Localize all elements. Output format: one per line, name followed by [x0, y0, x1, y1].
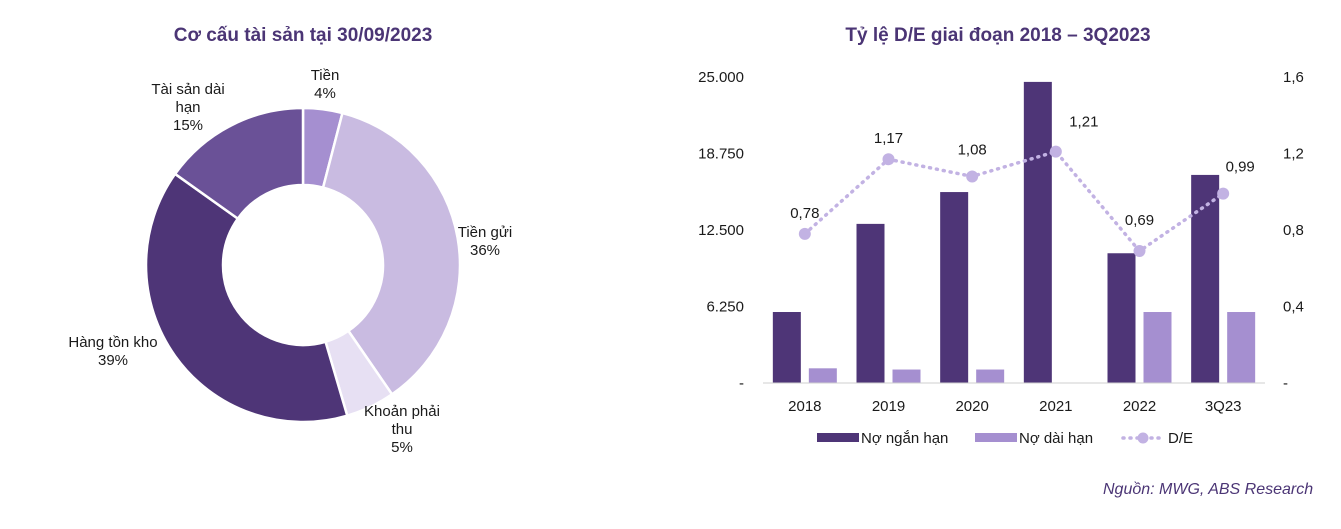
- legend: Nợ ngắn hạn Nợ dài hạn D/E: [817, 430, 1193, 447]
- bar-long-term-debt: [1143, 312, 1172, 383]
- de-data-label: 1,08: [958, 141, 987, 158]
- de-data-label: 0,78: [790, 205, 819, 222]
- donut-slice-label: Hàng tồn kho 39%: [68, 334, 157, 369]
- bar-long-term-debt: [976, 369, 1005, 383]
- y-left-tick-label: 12.500: [698, 222, 744, 239]
- de-point: [1217, 187, 1230, 200]
- legend-swatch-short-term: [817, 433, 859, 442]
- de-point: [798, 227, 811, 240]
- x-tick-label: 2018: [788, 398, 821, 415]
- donut-chart-title: Cơ cấu tài sản tại 30/09/2023: [173, 25, 433, 46]
- y-left-tick-label: 6.250: [706, 299, 744, 316]
- bar-short-term-debt: [1191, 174, 1220, 383]
- x-tick-label: 2020: [955, 398, 988, 415]
- de-data-label: 1,17: [874, 130, 903, 147]
- de-bar-line-chart: - 6.250 12.500 18.750 25.000 - 0,4 0,8 1,2 1,6 201…: [698, 69, 1304, 447]
- bar-long-term-debt: [808, 368, 837, 383]
- de-point: [882, 153, 895, 166]
- x-tick-label: 3Q23: [1205, 398, 1242, 415]
- y-right-tick-label: 1,2: [1283, 146, 1304, 163]
- y-right-tick-label: 1,6: [1283, 69, 1304, 86]
- de-data-label: 0,99: [1226, 159, 1255, 176]
- de-line: [803, 149, 1225, 254]
- x-tick-label: 2022: [1123, 398, 1156, 415]
- bar-short-term-debt: [1107, 253, 1136, 383]
- donut-slice: [321, 111, 462, 397]
- y-right-tick-label: 0,4: [1283, 299, 1304, 316]
- bar-long-term-debt: [892, 369, 921, 383]
- de-data-label: 0,69: [1125, 212, 1154, 229]
- donut-slice: [173, 106, 305, 221]
- bar-short-term-debt: [856, 223, 885, 383]
- legend-label-short-term: Nợ ngắn hạn: [861, 430, 948, 447]
- y-right-tick-label: -: [1283, 375, 1288, 392]
- x-tick-label: 2021: [1039, 398, 1072, 415]
- donut-slice-label: Khoản phải thu 5%: [364, 403, 440, 456]
- donut-slice-label: Tài sản dài hạn 15%: [151, 81, 224, 134]
- bar-chart-title: Tỷ lệ D/E giai đoạn 2018 – 3Q2023: [845, 25, 1151, 46]
- y-right-tick-label: 0,8: [1283, 222, 1304, 239]
- de-point: [1133, 245, 1146, 258]
- de-point: [1049, 145, 1062, 158]
- legend-marker-de: [1137, 432, 1149, 444]
- donut-slice-label: Tiền gửi 36%: [458, 224, 513, 259]
- legend-label-long-term: Nợ dài hạn: [1019, 430, 1093, 447]
- donut-chart: Tiền 4% Tiền gửi 36% Khoản phải thu 5% Hàng tồn…: [68, 67, 513, 456]
- bar-short-term-debt: [1023, 81, 1052, 384]
- y-left-tick-label: 25.000: [698, 69, 744, 86]
- donut-slice-label: Tiền 4%: [311, 67, 340, 102]
- donut-slice: [144, 172, 349, 424]
- bar-short-term-debt: [940, 192, 969, 383]
- legend-label-de: D/E: [1168, 430, 1193, 447]
- de-data-label: 1,21: [1069, 114, 1098, 131]
- bar-short-term-debt: [772, 312, 801, 383]
- bar-long-term-debt: [1227, 312, 1256, 383]
- source-note: Nguồn: MWG, ABS Research: [1103, 481, 1314, 498]
- y-left-tick-label: -: [739, 375, 744, 392]
- y-left-tick-label: 18.750: [698, 146, 744, 163]
- de-point: [966, 170, 979, 183]
- x-tick-label: 2019: [872, 398, 905, 415]
- legend-swatch-long-term: [975, 433, 1017, 442]
